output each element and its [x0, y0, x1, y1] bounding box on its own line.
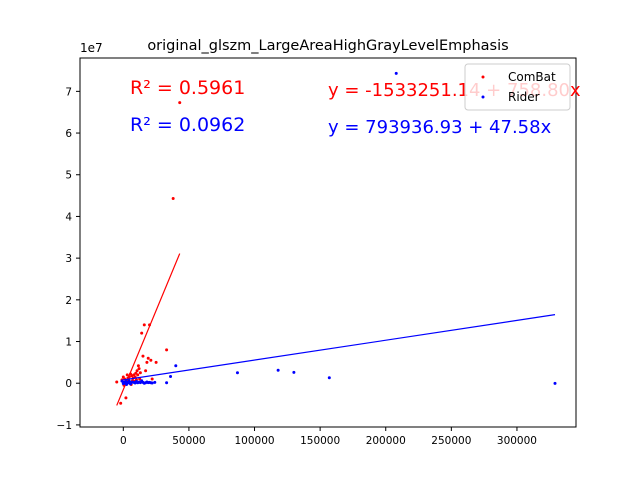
plot-area — [115, 71, 557, 406]
data-point-rider — [169, 375, 173, 379]
y-tick-label: 6 — [65, 128, 72, 140]
data-point-combat — [150, 377, 154, 381]
y-tick-label: 5 — [65, 170, 72, 182]
data-point-rider — [394, 71, 398, 75]
data-point-combat — [146, 356, 150, 360]
data-point-combat — [154, 360, 158, 364]
data-point-combat — [165, 348, 169, 352]
y-tick-label: 2 — [65, 295, 72, 307]
data-point-combat — [138, 371, 142, 375]
data-point-combat — [134, 371, 138, 375]
data-point-rider — [150, 381, 154, 385]
data-point-combat — [149, 358, 153, 362]
data-point-combat — [144, 369, 148, 373]
data-point-combat — [119, 401, 123, 405]
data-point-combat — [124, 396, 128, 400]
fit-line-rider — [121, 314, 556, 381]
data-point-rider — [276, 368, 280, 372]
data-point-rider — [165, 381, 169, 385]
legend: ComBat Rider — [464, 63, 571, 111]
data-point-combat — [137, 367, 141, 371]
y-tick-label: 4 — [65, 211, 72, 223]
data-point-rider — [153, 380, 157, 384]
data-point-combat — [141, 354, 145, 358]
x-tick-label: 250000 — [431, 435, 471, 447]
x-tick-label: 300000 — [497, 435, 537, 447]
legend-box — [464, 63, 571, 111]
x-tick-label: 0 — [120, 435, 127, 447]
data-point-rider — [292, 370, 296, 374]
plot-clip-group — [115, 71, 557, 406]
legend-label-rider: Rider — [508, 90, 540, 104]
x-tick-label: 200000 — [366, 435, 406, 447]
y-tick-label: 3 — [65, 253, 72, 265]
y-tick-label: 7 — [65, 86, 72, 98]
data-point-combat — [136, 364, 140, 368]
chart-title: original_glszm_LargeAreaHighGrayLevelEmp… — [147, 38, 508, 54]
fit-equation-rider: y = 793936.93 + 47.58x — [328, 117, 552, 138]
data-point-combat — [125, 373, 129, 377]
data-point-combat — [127, 375, 131, 379]
y-offset-label: 1e7 — [80, 41, 103, 55]
x-tick-label: 50000 — [172, 435, 205, 447]
data-point-combat — [136, 373, 140, 377]
r-squared-rider: R² = 0.0962 — [130, 114, 245, 136]
data-point-combat — [138, 377, 142, 381]
data-point-combat — [178, 101, 182, 105]
data-point-combat — [148, 323, 152, 327]
x-tick-label: 150000 — [300, 435, 340, 447]
y-tick-label: 1 — [65, 337, 72, 349]
axes: 0 50000 100000 150000 200000 250000 300000 −1 0 1… — [57, 57, 577, 447]
y-tick-label: 0 — [65, 378, 72, 390]
legend-marker-combat — [481, 75, 485, 79]
axes-frame — [79, 57, 577, 428]
data-point-combat — [142, 323, 146, 327]
legend-marker-rider — [481, 95, 485, 99]
data-point-rider — [174, 364, 178, 368]
x-tick-label: 100000 — [234, 435, 274, 447]
data-point-combat — [171, 197, 175, 201]
data-point-rider — [235, 371, 239, 375]
data-point-combat — [140, 331, 144, 335]
data-point-rider — [553, 381, 557, 385]
r-squared-combat: R² = 0.5961 — [130, 77, 245, 99]
y-tick-label: −1 — [57, 420, 72, 432]
legend-label-combat: ComBat — [508, 70, 556, 84]
data-point-combat — [135, 369, 139, 373]
data-point-combat — [145, 360, 149, 364]
data-point-rider — [327, 376, 331, 380]
data-point-combat — [115, 380, 119, 384]
